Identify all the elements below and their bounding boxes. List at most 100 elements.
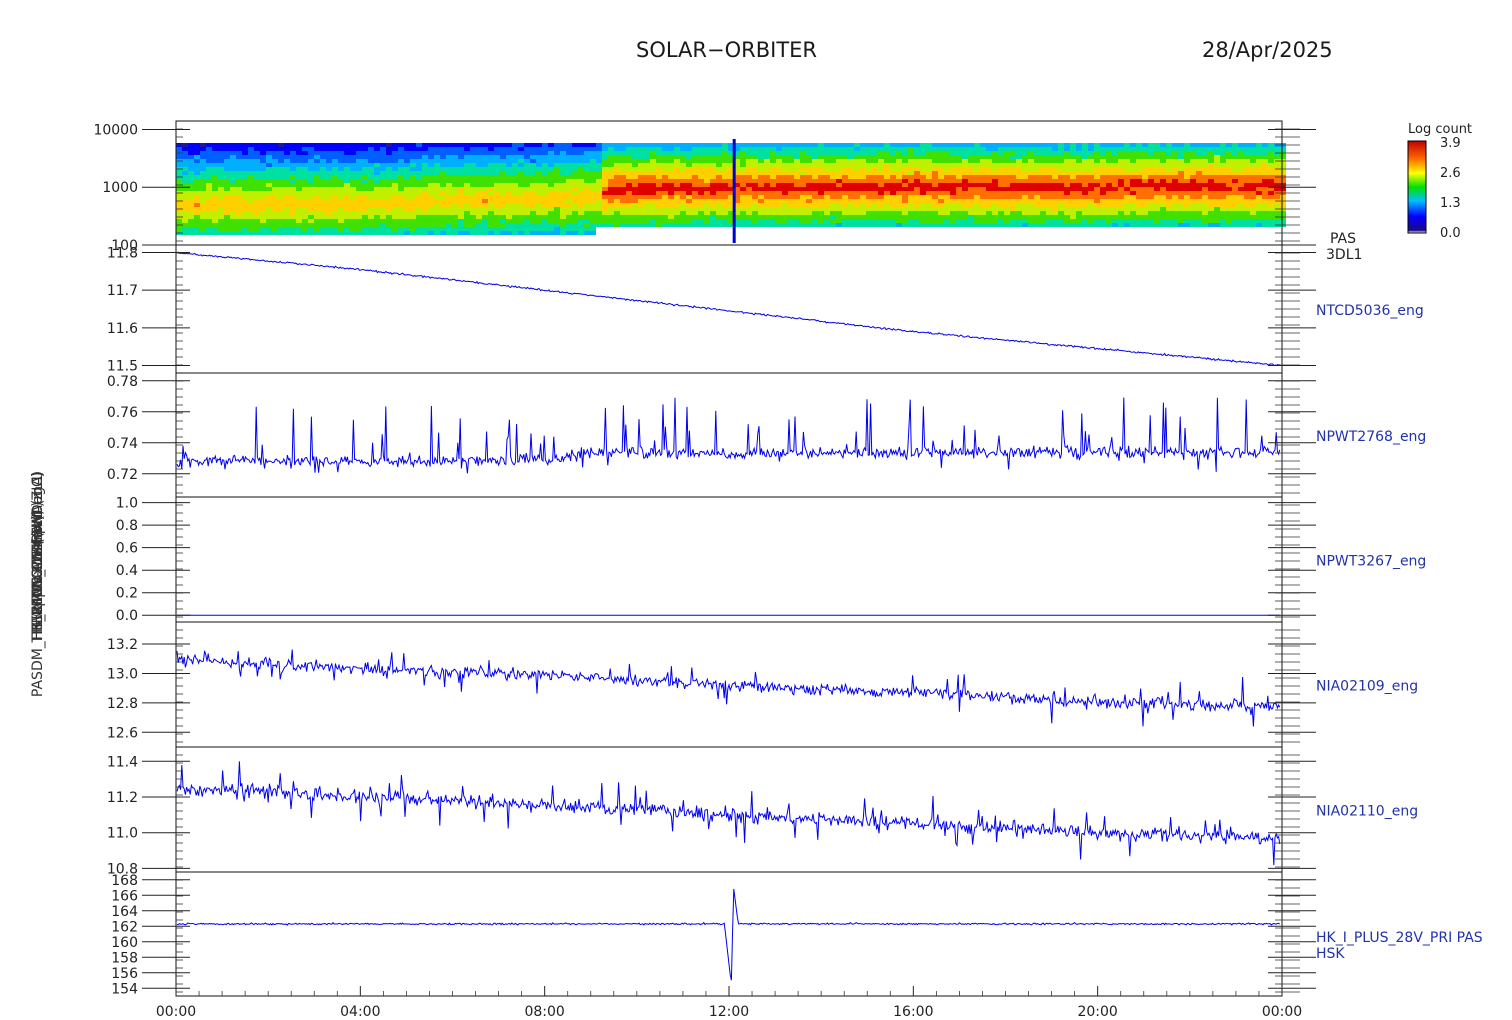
spectrogram-cell [338,187,344,191]
spectrogram-cell [758,167,764,171]
spectrogram-cell [986,195,992,199]
spectrogram-cell [722,211,728,215]
spectrogram-cell [896,159,902,163]
spectrogram-cell [824,219,830,223]
spectrogram-cell [554,143,560,147]
spectrogram-cell [908,199,914,203]
spectrogram-cell [500,179,506,183]
spectrogram-cell [1058,159,1064,163]
spectrogram-cell [890,183,896,187]
spectrogram-cell [950,147,956,151]
spectrogram-cell [800,143,806,147]
spectrogram-cell [866,179,872,183]
spectrogram-cell [770,151,776,155]
spectrogram-cell [974,159,980,163]
spectrogram-cell [1202,171,1208,175]
spectrogram-cell [566,163,572,167]
spectrogram-cell [884,179,890,183]
spectrogram-cell [686,163,692,167]
spectrogram-cell [314,191,320,195]
spectrogram-cell [446,207,452,211]
spectrogram-cell [956,175,962,179]
spectrogram-cell [728,151,734,155]
spectrogram-cell [872,199,878,203]
spectrogram-cell [542,171,548,175]
spectrogram-cell [572,211,578,215]
spectrogram-cell [890,211,896,215]
spectrogram-cell [326,219,332,223]
spectrogram-cell [398,199,404,203]
spectrogram-cell [1274,195,1280,199]
spectrogram-cell [434,231,440,235]
spectrogram-cell [1172,163,1178,167]
spectrogram-cell [506,203,512,207]
spectrogram-cell [620,175,626,179]
spectrogram-cell [1016,211,1022,215]
spectrogram-cell [1112,175,1118,179]
spectrogram-cell [212,171,218,175]
spectrogram-cell [1100,187,1106,191]
spectrogram-cell [872,195,878,199]
spectrogram-cell [290,155,296,159]
spectrogram-cell [902,223,908,227]
spectrogram-cell [1196,155,1202,159]
spectrogram-cell [1064,203,1070,207]
spectrogram-cell [206,163,212,167]
spectrogram-cell [950,211,956,215]
spectrogram-cell [1208,203,1214,207]
spectrogram-cell [884,175,890,179]
spectrogram-cell [680,147,686,151]
spectrogram-cell [1046,215,1052,219]
spectrogram-cell [1184,151,1190,155]
spectrogram-cell [434,223,440,227]
spectrogram-cell [1034,163,1040,167]
spectrogram-cell [614,207,620,211]
spectrogram-cell [1112,215,1118,219]
spectrogram-cell [1148,163,1154,167]
spectrogram-cell [1196,211,1202,215]
spectrogram-cell [314,207,320,211]
spectrogram-cell [578,191,584,195]
spectrogram-cell [944,179,950,183]
spectrogram-cell [362,203,368,207]
spectrogram-cell [980,207,986,211]
spectrogram-cell [716,171,722,175]
spectrogram-cell [440,191,446,195]
spectrogram-cell [524,203,530,207]
spectrogram-cell [176,179,182,183]
spectrogram-cell [356,215,362,219]
spectrogram-cell [602,223,608,227]
spectrogram-cell [746,215,752,219]
spectrogram-cell [776,171,782,175]
spectrogram-cell [890,175,896,179]
spectrogram-cell [602,187,608,191]
spectrogram-cell [476,143,482,147]
spectrogram-cell [1046,187,1052,191]
spectrogram-cell [584,215,590,219]
spectrogram-cell [380,215,386,219]
spectrogram-cell [1064,195,1070,199]
spectrogram-cell [1100,175,1106,179]
spectrogram-cell [698,155,704,159]
spectrogram-cell [350,227,356,231]
spectrogram-cell [1160,179,1166,183]
spectrogram-cell [800,191,806,195]
spectrogram-cell [1160,155,1166,159]
y-tick-label: 168 [111,873,138,889]
spectrogram-cell [644,143,650,147]
spectrogram-cell [476,151,482,155]
spectrogram-cell [1130,171,1136,175]
spectrogram-cell [1154,179,1160,183]
spectrogram-cell [1244,151,1250,155]
spectrogram-cell [344,195,350,199]
spectrogram-cell [1238,163,1244,167]
spectrogram-cell [308,207,314,211]
spectrogram-cell [512,183,518,187]
spectrogram-cell [188,211,194,215]
spectrogram-cell [1064,191,1070,195]
spectrogram-cell [992,171,998,175]
spectrogram-cell [1022,151,1028,155]
spectrogram-cell [332,155,338,159]
spectrogram-cell [554,163,560,167]
spectrogram-cell [1238,159,1244,163]
